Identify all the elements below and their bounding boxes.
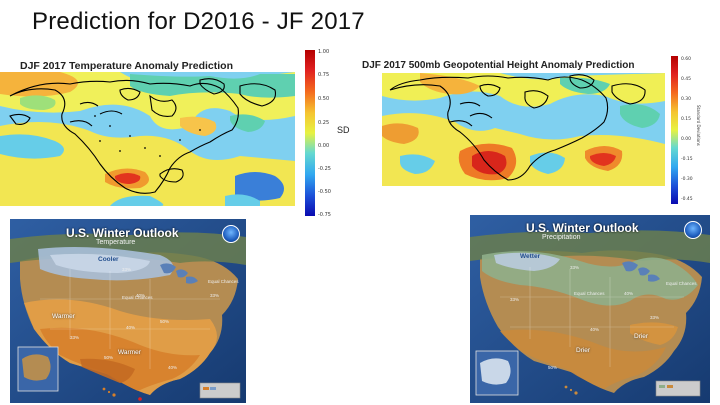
height-cbar-tick: -0.30 [681,177,693,182]
percent-label: 40% [168,365,178,370]
temperature-unit-label: SD [337,125,350,135]
height-anomaly-panel: DJF 2017 500mb Geopotential Height Anoma… [360,56,670,186]
height-cbar-tick: 0.00 [681,137,692,142]
height-anomaly-map [382,73,665,186]
temperature-colorbar [305,50,315,216]
height-cbar-tick: 0.60 [681,57,692,62]
height-cbar-tick: 0.15 [681,117,692,122]
height-colorbar [671,56,678,204]
region-label-wetter: Wetter [520,253,541,260]
percent-label: 50% [160,319,170,324]
temperature-map-title: DJF 2017 Temperature Anomaly Prediction [20,60,233,72]
temp-cbar-tick: -0.25 [318,166,331,172]
percent-label: 33% [570,265,580,270]
region-label-equal-chances: Equal Chances [208,279,239,284]
temperature-anomaly-map [0,72,295,206]
temperature-outlook-subtitle: Temperature [96,239,136,246]
region-label-warmer: Warmer [52,313,75,320]
percent-label: 40% [590,327,600,332]
region-label-equal-chances: Equal Chances [574,291,605,296]
region-label-cooler: Cooler [98,256,119,263]
region-label-warmer: Warmer [118,349,141,356]
region-label-drier: Drier [576,347,591,354]
temp-cbar-tick: -0.75 [318,212,331,218]
noaa-logo-icon [684,221,702,239]
percent-label: 33% [210,293,220,298]
temperature-outlook-map [10,219,246,403]
percent-label: 33% [122,267,132,272]
percent-label: 33% [650,315,660,320]
temperature-outlook-title: U.S. Winter Outlook [66,226,179,240]
percent-label: 40% [136,293,146,298]
temp-cbar-tick: -0.50 [318,189,331,195]
temp-cbar-tick: 0.75 [318,72,330,78]
height-cbar-tick: 0.45 [681,77,692,82]
percent-label: 50% [548,365,558,370]
temperature-outlook-panel: U.S. Winter Outlook Temperature Cooler E… [10,219,246,403]
precipitation-outlook-panel: U.S. Winter Outlook Precipitation Wetter… [470,215,710,403]
temp-cbar-tick: 0.25 [318,120,330,126]
precipitation-outlook-title: U.S. Winter Outlook [526,221,639,235]
precipitation-outlook-map [470,215,710,403]
percent-label: 50% [104,355,114,360]
height-cbar-tick: -0.45 [681,197,693,202]
percent-label: 40% [126,325,136,330]
height-cbar-tick: -0.15 [681,157,693,162]
region-label-equal-chances: Equal Chances [666,281,697,286]
precipitation-outlook-subtitle: Precipitation [542,234,581,241]
region-label-equal-chances: Equal Chances [122,295,153,300]
percent-label: 40% [624,291,634,296]
height-cbar-tick: 0.30 [681,97,692,102]
temperature-anomaly-panel: DJF 2017 Temperature Anomaly Prediction [0,56,300,206]
region-label-drier: Drier [634,333,649,340]
percent-label: 33% [510,297,520,302]
temp-cbar-tick: 0.50 [318,96,330,102]
slide-title: Prediction for D2016 - JF 2017 [32,8,365,35]
height-unit-label: Standard Deviations [696,105,701,146]
temp-cbar-tick: 0.00 [318,143,330,149]
temp-cbar-tick: 1.00 [318,49,330,55]
percent-label: 33% [70,335,80,340]
noaa-logo-icon [222,225,240,243]
height-map-title: DJF 2017 500mb Geopotential Height Anoma… [362,60,635,71]
